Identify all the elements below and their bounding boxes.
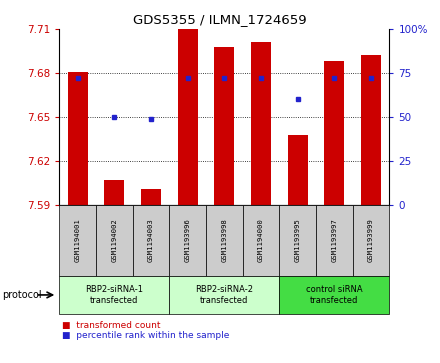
Bar xyxy=(141,189,161,205)
Bar xyxy=(251,42,271,205)
Text: GSM1194000: GSM1194000 xyxy=(258,219,264,262)
Text: ■  percentile rank within the sample: ■ percentile rank within the sample xyxy=(62,331,229,340)
Text: GSM1193995: GSM1193995 xyxy=(295,219,301,262)
Bar xyxy=(178,29,198,205)
Text: GSM1193999: GSM1193999 xyxy=(368,219,374,262)
Text: RBP2-siRNA-2
transfected: RBP2-siRNA-2 transfected xyxy=(195,285,253,305)
Text: GSM1193996: GSM1193996 xyxy=(185,219,191,262)
Bar xyxy=(288,135,308,205)
Bar xyxy=(68,72,88,205)
Text: control siRNA
transfected: control siRNA transfected xyxy=(306,285,363,305)
Text: GDS5355 / ILMN_1724659: GDS5355 / ILMN_1724659 xyxy=(133,13,307,26)
Bar xyxy=(361,56,381,205)
Text: RBP2-siRNA-1
transfected: RBP2-siRNA-1 transfected xyxy=(85,285,143,305)
Bar xyxy=(214,46,235,205)
Text: GSM1193998: GSM1193998 xyxy=(221,219,227,262)
Text: GSM1194002: GSM1194002 xyxy=(111,219,117,262)
Bar xyxy=(104,180,125,205)
Bar xyxy=(324,61,345,205)
Text: GSM1194003: GSM1194003 xyxy=(148,219,154,262)
Text: GSM1194001: GSM1194001 xyxy=(75,219,81,262)
Text: ■  transformed count: ■ transformed count xyxy=(62,321,160,330)
Text: protocol: protocol xyxy=(2,290,42,300)
Text: GSM1193997: GSM1193997 xyxy=(331,219,337,262)
